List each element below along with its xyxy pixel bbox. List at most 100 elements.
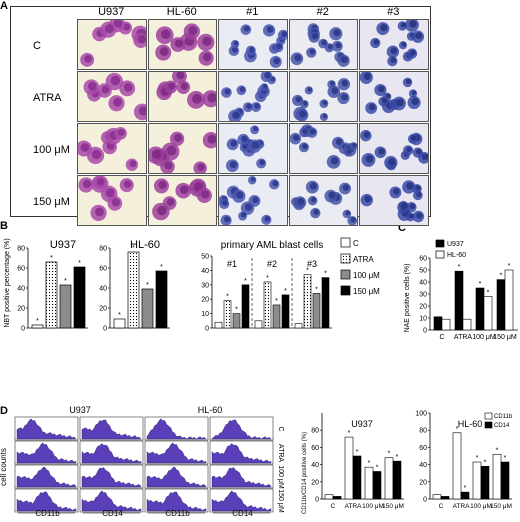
hl60-bar — [113, 318, 126, 329]
micrograph — [218, 123, 288, 174]
cd-u937-tick-label: 40 — [311, 462, 319, 469]
cell-nucleus-core — [111, 198, 120, 207]
cd-hl60-star: * — [464, 485, 467, 492]
cell-nucleus-core — [113, 97, 122, 107]
legend-swatch — [435, 250, 445, 259]
cell-nucleus-core — [400, 202, 408, 210]
cell-nucleus-core — [201, 36, 212, 47]
cell-nucleus-core — [302, 100, 308, 106]
primary-star: * — [275, 298, 278, 305]
cell-nucleus-core — [388, 157, 396, 166]
hl60-tick-label: 80 — [99, 246, 107, 253]
group-label: #3 — [307, 259, 317, 269]
cell-nucleus-core — [393, 188, 400, 195]
micrograph — [147, 71, 217, 122]
legend-label: C — [353, 239, 359, 248]
cell-nucleus-core — [292, 134, 300, 141]
hl60-tick-label: 60 — [99, 266, 107, 273]
cell-nucleus-core — [327, 191, 335, 199]
primary-star: * — [306, 268, 309, 275]
micrograph-grid: U937 HL-60 #1 #2 #3 C ATRA 100 μM 150 μM — [10, 6, 431, 226]
primary-star: * — [235, 307, 238, 314]
cell-nucleus-core — [340, 56, 348, 64]
u937-tick-label: 80 — [17, 246, 25, 253]
nae-bar — [462, 318, 472, 331]
cell-nucleus-core — [167, 82, 175, 90]
cell-nucleus-core — [229, 161, 237, 169]
cell-nucleus-core — [91, 149, 102, 160]
micrograph — [147, 123, 217, 174]
cell-nucleus-core — [97, 178, 105, 186]
histogram-fill — [211, 490, 272, 512]
cell-nucleus-core — [311, 33, 318, 40]
category-label: 150 μM — [382, 503, 404, 510]
cell-nucleus-core — [241, 135, 248, 143]
legend-label: U937 — [447, 241, 464, 248]
flow-col-label: U937 — [69, 405, 91, 415]
nae-bar — [441, 318, 451, 331]
cell-nucleus-core — [236, 191, 244, 199]
cd-u937-star: * — [388, 451, 391, 458]
cd-hl60-star: * — [476, 455, 479, 462]
cell-nucleus-core — [406, 146, 412, 153]
cell-nucleus-core — [415, 32, 423, 40]
panel-label-c: C — [398, 222, 406, 234]
cell-nucleus-core — [232, 46, 238, 53]
cell-nucleus-core — [409, 213, 414, 219]
cell-nucleus-core — [88, 81, 97, 91]
row-label: ATRA — [33, 92, 62, 104]
micrograph — [77, 175, 147, 226]
cell-nucleus-core — [401, 42, 407, 47]
cell-nucleus-core — [250, 176, 256, 182]
legend-swatch — [340, 285, 351, 296]
primary-bar — [321, 277, 330, 329]
cell-nucleus-core — [157, 180, 167, 190]
col-label: #2 — [316, 6, 329, 18]
nae-bar — [475, 287, 485, 331]
cell-nucleus-core — [254, 103, 260, 109]
cd-marker-charts: CD11b/CD14 positive cells (%) U937 0 20 40 60… — [302, 411, 513, 514]
cd-u937-star: * — [376, 464, 379, 471]
cell-nucleus-core — [84, 55, 93, 63]
cell-nucleus-core — [200, 190, 210, 199]
cd-hl60-star: * — [484, 459, 487, 466]
cell-nucleus-core — [409, 203, 416, 210]
cell-nucleus-core — [310, 197, 316, 203]
primary-star: * — [324, 271, 327, 278]
cell-nucleus-core — [351, 142, 357, 148]
cd-u937-bar — [352, 455, 362, 500]
cell-nucleus-core — [330, 157, 338, 165]
cd-hl60-bar — [452, 432, 462, 500]
cell-nucleus-core — [206, 92, 217, 103]
marker-label: CD14 — [102, 509, 123, 518]
cell-nucleus-core — [233, 40, 239, 46]
cell-nucleus-core — [332, 29, 340, 37]
col-label: HL-60 — [166, 6, 197, 18]
u937-star: * — [36, 318, 39, 325]
cell-nucleus-core — [246, 103, 252, 109]
legend-label: CD14 — [494, 423, 510, 429]
cd-u937-bar — [372, 471, 382, 500]
cell-nucleus-core — [340, 79, 348, 87]
primary-bar — [294, 323, 303, 329]
primary-bar — [263, 281, 272, 329]
cell-nucleus-core — [411, 135, 417, 141]
legend-swatch — [340, 253, 351, 264]
hl60-bar — [127, 251, 140, 329]
cd-u937-star: * — [396, 454, 399, 461]
primary-star: * — [226, 294, 229, 301]
cell-nucleus-core — [363, 131, 370, 138]
cell-nucleus-core — [160, 29, 171, 40]
legend-swatch — [484, 421, 493, 429]
cell-nucleus-core — [381, 97, 388, 104]
cell-nucleus-core — [104, 24, 114, 34]
col-label: #1 — [246, 6, 259, 18]
cd-u937-tick-label: 60 — [311, 445, 319, 452]
nae-star: * — [508, 263, 511, 270]
category-label: C — [439, 334, 444, 341]
histogram-fill — [146, 442, 207, 464]
primary-bar — [214, 321, 223, 329]
histogram-fill — [211, 467, 272, 488]
y-axis-title: NBT positive percentage (%) — [4, 238, 11, 327]
y-axis-title: NAE positive cells (%) — [404, 264, 411, 333]
